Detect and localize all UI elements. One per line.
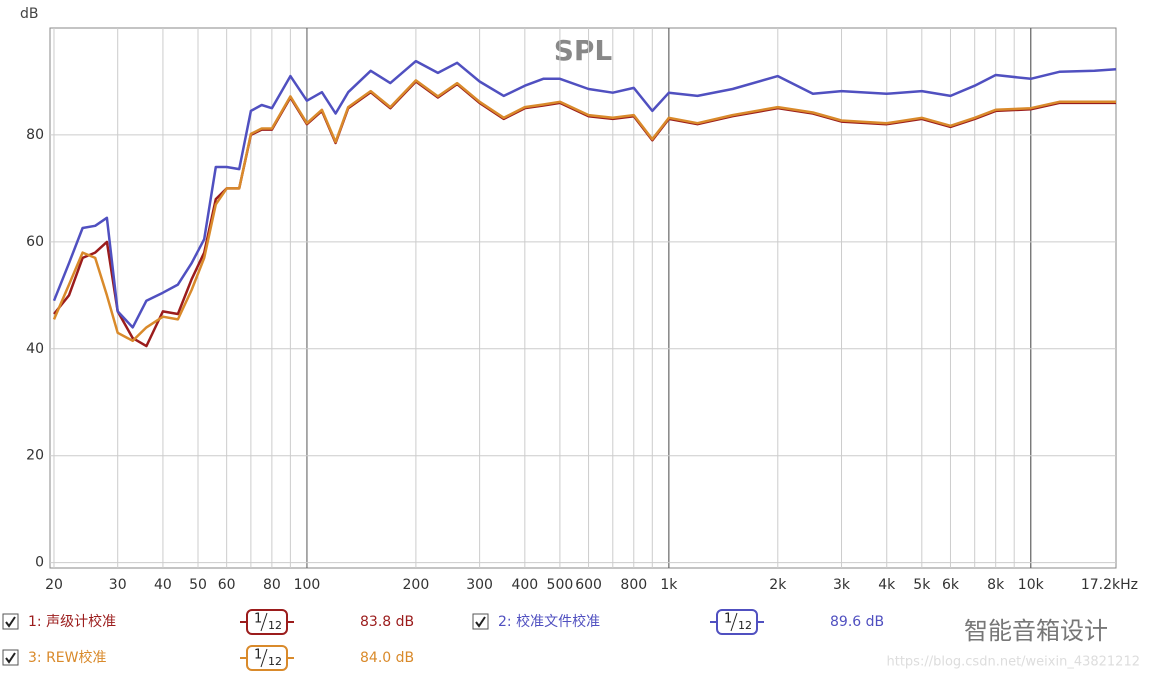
legend-entry[interactable]: 1: 声级计校准 1 12 83.8 dB — [2, 609, 414, 635]
legend-level: 83.8 dB — [360, 614, 414, 630]
legend-label: 3: REW校准 — [28, 649, 107, 666]
x-tick-label: 1k — [660, 577, 678, 593]
legend-level: 89.6 dB — [830, 614, 884, 630]
legend-entry[interactable]: 3: REW校准 1 12 84.0 dB — [2, 645, 414, 671]
smoothing-denominator: 12 — [268, 619, 282, 632]
y-tick-label: 20 — [26, 448, 44, 464]
series-line — [52, 59, 1117, 329]
legend-checkbox[interactable] — [2, 613, 19, 630]
x-tick-label: 30 — [109, 577, 127, 593]
y-tick-label: 80 — [26, 127, 44, 143]
legend-label: 2: 校准文件校准 — [498, 613, 600, 630]
legend-checkbox[interactable] — [472, 613, 489, 630]
legend-entry[interactable]: 2: 校准文件校准 1 12 89.6 dB — [472, 609, 884, 635]
smoothing-slash — [260, 612, 268, 632]
x-tick-label: 200 — [403, 577, 430, 593]
smoothing-icon-box — [246, 645, 288, 671]
x-tick-label: 3k — [833, 577, 851, 593]
smoothing-icon-box — [716, 609, 758, 635]
y-axis-label: dB — [20, 6, 39, 22]
smoothing-slash — [730, 612, 738, 632]
x-tick-label: 6k — [942, 577, 960, 593]
x-tick-label: 4k — [878, 577, 896, 593]
watermark-url: https://blog.csdn.net/weixin_43821212 — [886, 655, 1140, 670]
x-tick-label: 500 — [547, 577, 574, 593]
watermark-brand: 智能音箱设计 — [964, 617, 1108, 645]
x-tick-label: 100 — [294, 577, 321, 593]
y-tick-label: 0 — [35, 555, 44, 571]
x-tick-label: 60 — [218, 577, 236, 593]
x-tick-label: 2k — [769, 577, 787, 593]
y-tick-label: 60 — [26, 234, 44, 250]
x-tick-label: 5k — [913, 577, 931, 593]
checkmark — [5, 652, 16, 664]
smoothing-numerator: 1 — [254, 648, 262, 663]
x-tick-label: 800 — [620, 577, 647, 593]
checkmark — [5, 616, 16, 628]
legend-level: 84.0 dB — [360, 650, 414, 666]
chart-title: SPL — [554, 34, 613, 67]
checkmark — [475, 616, 486, 628]
grid — [50, 28, 1116, 568]
plot-area — [49, 27, 1117, 569]
smoothing-denominator: 12 — [738, 619, 752, 632]
smoothing-numerator: 1 — [254, 612, 262, 627]
x-tick-label: 10k — [1018, 577, 1045, 593]
smoothing-slash — [260, 648, 268, 668]
smoothing-numerator: 1 — [724, 612, 732, 627]
series-line — [52, 79, 1116, 343]
x-tick-label: 400 — [511, 577, 538, 593]
x-tick-label: 40 — [154, 577, 172, 593]
x-tick-label: 17.2kHz — [1081, 577, 1138, 593]
y-tick-label: 40 — [26, 341, 44, 357]
x-tick-label: 300 — [466, 577, 493, 593]
x-tick-label: 600 — [575, 577, 602, 593]
x-tick-label: 80 — [263, 577, 281, 593]
smoothing-icon-box — [246, 609, 288, 635]
x-tick-label: 50 — [189, 577, 207, 593]
legend-checkbox[interactable] — [2, 649, 19, 666]
smoothing-denominator: 12 — [268, 655, 282, 668]
x-tick-label: 8k — [987, 577, 1005, 593]
x-tick-label: 20 — [45, 577, 63, 593]
legend-label: 1: 声级计校准 — [28, 613, 116, 630]
